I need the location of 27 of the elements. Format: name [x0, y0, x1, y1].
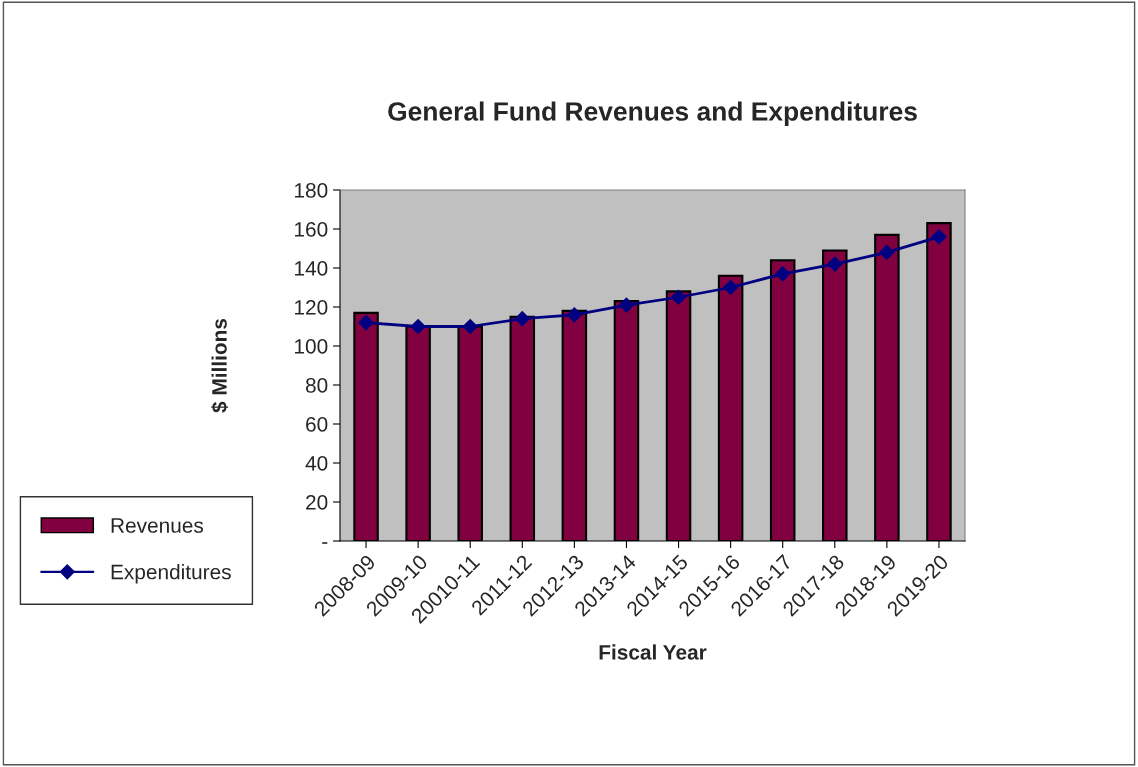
- point: [514, 311, 530, 327]
- point: [566, 307, 582, 323]
- point: [410, 318, 426, 335]
- y-tick-label: 40: [305, 456, 328, 471]
- point: [670, 289, 687, 305]
- point: [775, 266, 791, 282]
- legend-label: Expenditures: [111, 564, 231, 584]
- y-tick-label: 80: [305, 378, 328, 393]
- point: [358, 315, 374, 331]
- y-tick-label: 120: [295, 300, 328, 315]
- y-tick-label: 160: [295, 222, 328, 237]
- y-tick-label: -: [322, 542, 328, 544]
- point: [827, 256, 843, 272]
- y-tick-label: 100: [295, 339, 328, 354]
- legend-label: Revenues: [111, 518, 204, 533]
- y-tick-label: 180: [295, 183, 328, 198]
- point: [618, 297, 635, 313]
- x-axis-title: Fiscal Year: [599, 644, 707, 660]
- y-tick-label: 140: [295, 261, 328, 276]
- point: [879, 244, 895, 260]
- y-axis-title: $ Millions: [211, 318, 229, 413]
- point: [462, 318, 478, 335]
- y-tick-label: 60: [306, 417, 328, 432]
- point: [931, 229, 947, 245]
- chart-title: General Fund Revenues and Expenditures: [388, 101, 917, 127]
- point: [723, 279, 739, 296]
- y-tick-label: 20: [306, 495, 328, 510]
